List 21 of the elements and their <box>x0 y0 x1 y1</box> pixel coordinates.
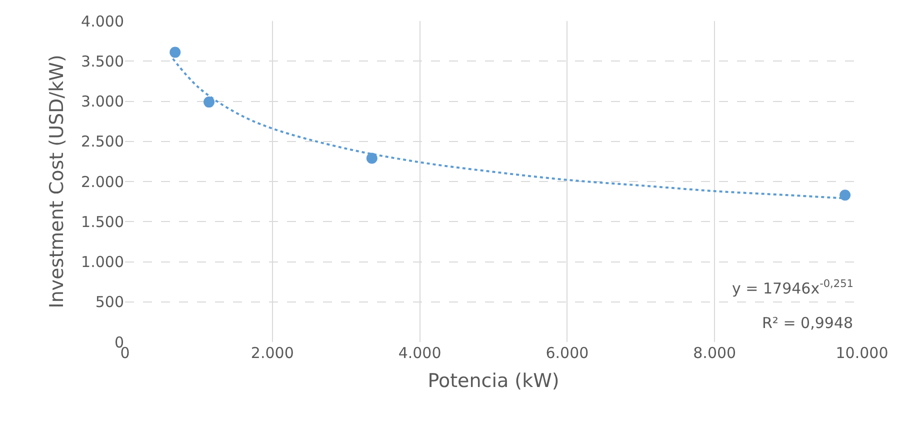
y-tick-label: 1.500 <box>81 212 124 231</box>
y-tick-label: 3.000 <box>81 92 124 110</box>
y-tick-label: 3.500 <box>81 52 124 70</box>
y-tick-label: 1.000 <box>81 253 124 271</box>
point <box>366 152 378 164</box>
x-tick-label: 6.000 <box>546 344 589 362</box>
y-tick-label: 2.000 <box>81 172 124 191</box>
x-tick-label: 10.000 <box>836 344 888 362</box>
y-axis-title: Investment Cost (USD/kW) <box>46 54 68 308</box>
x-tick-label: 4.000 <box>398 344 442 362</box>
x-tick-label: 2.000 <box>250 344 294 362</box>
y-tick-label: 500 <box>95 293 124 312</box>
point <box>840 190 851 201</box>
point <box>204 96 215 108</box>
point <box>170 46 181 58</box>
y-tick-label: 2.500 <box>81 132 124 151</box>
y-tick-label: 4.000 <box>81 12 124 30</box>
annotation: R² = 0,9948 <box>762 314 854 332</box>
x-axis-title: Potencia (kW) <box>428 370 560 392</box>
x-tick-label: 8.000 <box>693 344 736 362</box>
annotation: y = 17946x$^{-0,251}$ <box>732 278 854 298</box>
